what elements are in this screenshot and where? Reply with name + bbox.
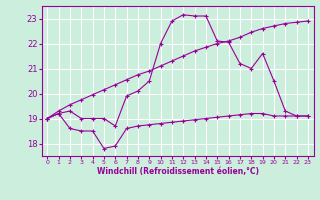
X-axis label: Windchill (Refroidissement éolien,°C): Windchill (Refroidissement éolien,°C)	[97, 167, 259, 176]
